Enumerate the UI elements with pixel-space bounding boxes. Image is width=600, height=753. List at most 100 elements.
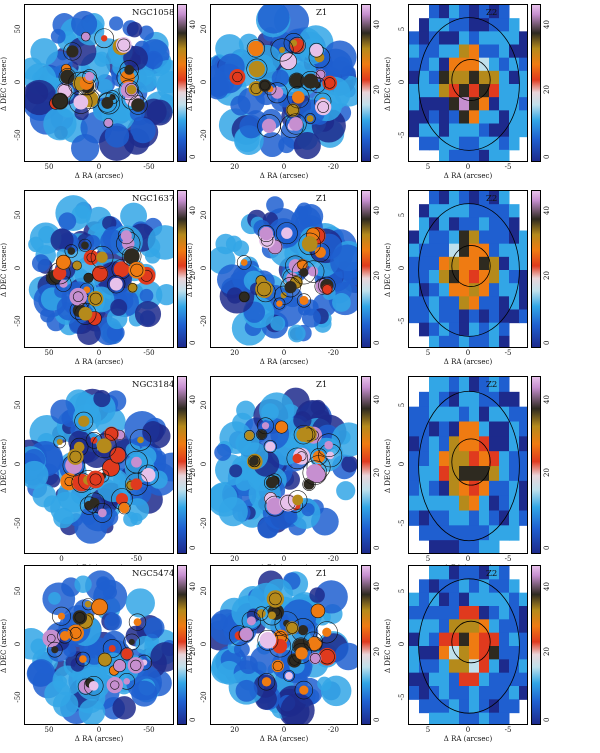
map-pixel — [519, 406, 527, 422]
x-tick-label: 0 — [281, 163, 287, 171]
y-tick-label: -20 — [200, 517, 208, 529]
map-pixel — [519, 309, 527, 324]
emission-clump — [108, 645, 116, 652]
colorbar — [177, 4, 187, 162]
map-pixel — [459, 322, 470, 337]
map-pixel — [469, 44, 480, 59]
map-pixel — [449, 296, 460, 310]
emission-blob — [309, 587, 325, 603]
x-tick-label: 0 — [59, 555, 64, 563]
contour-line — [94, 28, 114, 49]
map-pixel — [459, 391, 470, 408]
map-pixel — [439, 646, 450, 660]
map-pixel — [499, 309, 510, 324]
colorbar — [177, 190, 187, 348]
map-pixel — [449, 566, 460, 580]
emission-clump — [271, 659, 284, 673]
map-pixel — [429, 391, 440, 408]
map-pixel — [429, 495, 440, 511]
x-tick-label: -20 — [327, 349, 339, 357]
contour-line — [118, 501, 131, 515]
map-pixel — [499, 699, 510, 714]
map-plot-area — [408, 4, 528, 162]
map-pixel — [439, 686, 450, 700]
map-pixel — [489, 579, 500, 594]
map-pixel — [449, 44, 460, 59]
map-pixel — [519, 44, 527, 59]
contour-line — [125, 472, 148, 496]
colorbar-tick-label: 0 — [373, 717, 381, 722]
map-pixel — [459, 256, 470, 271]
map-pixel — [469, 217, 480, 231]
map-pixel — [479, 309, 490, 324]
map-pixel — [439, 149, 450, 161]
colorbar-tick-label: 20 — [543, 647, 551, 657]
map-pixel — [469, 659, 480, 674]
map-pixel — [459, 18, 470, 32]
map-pixel — [449, 322, 460, 337]
map-pixel — [439, 322, 450, 337]
map-pixel — [429, 97, 440, 111]
y-tick-label: 20 — [200, 586, 208, 596]
map-pixel — [499, 149, 510, 161]
map-pixel — [479, 243, 490, 258]
map-pixel — [499, 566, 510, 580]
emission-blob — [98, 79, 113, 94]
map-pixel — [509, 480, 520, 497]
map-pixel — [469, 436, 480, 452]
x-axis-label: Δ RA (arcsec) — [259, 735, 309, 743]
map-pixel — [439, 451, 450, 467]
emission-clump — [104, 118, 113, 127]
map-pixel — [449, 256, 460, 271]
contour-line — [263, 475, 280, 491]
map-pixel — [459, 31, 470, 45]
x-tick-label: 0 — [96, 726, 102, 734]
map-pixel — [469, 243, 480, 258]
y-tick-label: -20 — [200, 691, 208, 703]
map-pixel — [479, 31, 490, 45]
map-pixel — [459, 149, 470, 161]
map-pixel — [459, 632, 470, 647]
contour-line — [288, 36, 306, 54]
map-pixel — [419, 97, 430, 111]
map-pixel — [439, 18, 450, 32]
emission-clump — [59, 279, 68, 288]
contour-line — [74, 411, 94, 431]
map-pixel — [449, 283, 460, 297]
emission-blob — [211, 483, 238, 513]
map-pixel — [499, 495, 510, 511]
x-tick-label: -50 — [143, 726, 155, 734]
map-pixel — [509, 18, 520, 32]
map-pixel — [439, 619, 450, 634]
emission-blob — [50, 399, 76, 425]
map-pixel — [479, 659, 490, 674]
emission-clump — [96, 438, 112, 454]
contour-line — [257, 673, 276, 691]
map-pixel — [489, 335, 500, 347]
emission-clump — [244, 430, 254, 441]
map-image — [211, 196, 357, 346]
map-plot-area — [24, 376, 174, 554]
x-tick-label: 0 — [281, 726, 287, 734]
map-pixel — [459, 495, 470, 511]
emission-blob — [139, 288, 154, 303]
map-pixel — [489, 97, 500, 111]
map-pixel — [409, 480, 420, 497]
x-tick-label: 0 — [96, 349, 102, 357]
contour-line — [418, 578, 520, 714]
map-pixel — [499, 592, 510, 607]
emission-clump — [97, 652, 112, 667]
y-axis-label: Δ DEC (arcsec) — [186, 618, 194, 673]
map-pixel — [459, 217, 470, 231]
emission-blob — [109, 16, 124, 31]
emission-blob — [48, 591, 61, 605]
emission-blob — [134, 300, 162, 328]
map-pixel — [479, 606, 490, 620]
map-pixel — [449, 606, 460, 620]
map-pixel — [489, 70, 500, 85]
contour-line — [82, 69, 97, 84]
map-pixel — [449, 97, 460, 111]
map-pixel — [489, 436, 500, 452]
map-pixel — [499, 510, 510, 526]
map-pixel — [499, 391, 510, 408]
